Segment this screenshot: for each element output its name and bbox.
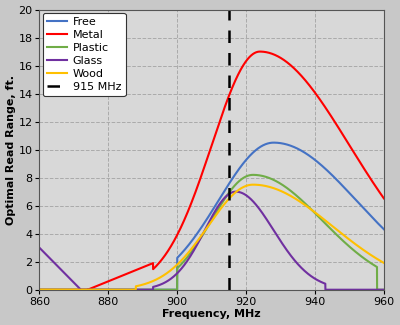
Glass: [97, 288, 102, 292]
Free: [169, 288, 174, 292]
Wood: [251, 183, 256, 187]
Plastic: [37, 288, 42, 292]
915 MHz: [226, 288, 231, 292]
Glass: [184, 260, 189, 264]
Line: Metal: Metal: [40, 52, 384, 290]
Metal: [169, 243, 174, 247]
Free: [184, 246, 189, 250]
Plastic: [251, 173, 256, 177]
Plastic: [382, 288, 386, 292]
Free: [76, 288, 81, 292]
Legend: Free, Metal, Plastic, Glass, Wood, 915 MHz: Free, Metal, Plastic, Glass, Wood, 915 M…: [43, 13, 126, 96]
Plastic: [169, 288, 174, 292]
X-axis label: Frequency, MHz: Frequency, MHz: [162, 309, 261, 319]
Glass: [78, 288, 83, 292]
Free: [338, 181, 342, 185]
Free: [97, 288, 102, 292]
Plastic: [338, 236, 342, 240]
Metal: [382, 196, 386, 200]
Line: Wood: Wood: [40, 185, 384, 290]
Y-axis label: Optimal Read Range, ft.: Optimal Read Range, ft.: [6, 75, 16, 225]
Wood: [338, 230, 342, 234]
Wood: [382, 261, 386, 265]
Plastic: [184, 256, 189, 260]
Wood: [76, 288, 81, 292]
Metal: [97, 283, 102, 287]
Glass: [338, 288, 343, 292]
Metal: [258, 50, 262, 54]
Wood: [37, 288, 42, 292]
Line: Glass: Glass: [40, 192, 384, 290]
Free: [271, 141, 276, 145]
Wood: [375, 257, 380, 261]
Wood: [169, 268, 174, 272]
Line: Free: Free: [40, 143, 384, 290]
Wood: [97, 288, 102, 292]
Glass: [382, 288, 386, 292]
Metal: [338, 128, 342, 132]
Plastic: [375, 288, 380, 292]
Glass: [233, 190, 238, 194]
Free: [37, 288, 42, 292]
Glass: [76, 286, 81, 290]
Wood: [184, 253, 189, 257]
Glass: [37, 246, 42, 250]
Metal: [375, 187, 380, 191]
Free: [382, 227, 386, 231]
Metal: [76, 288, 81, 292]
Metal: [184, 213, 189, 217]
Metal: [37, 288, 42, 292]
Glass: [375, 288, 380, 292]
Line: Plastic: Plastic: [40, 175, 384, 290]
Glass: [169, 276, 174, 280]
915 MHz: [226, 274, 231, 278]
Plastic: [97, 288, 102, 292]
Free: [375, 221, 380, 225]
Plastic: [76, 288, 81, 292]
